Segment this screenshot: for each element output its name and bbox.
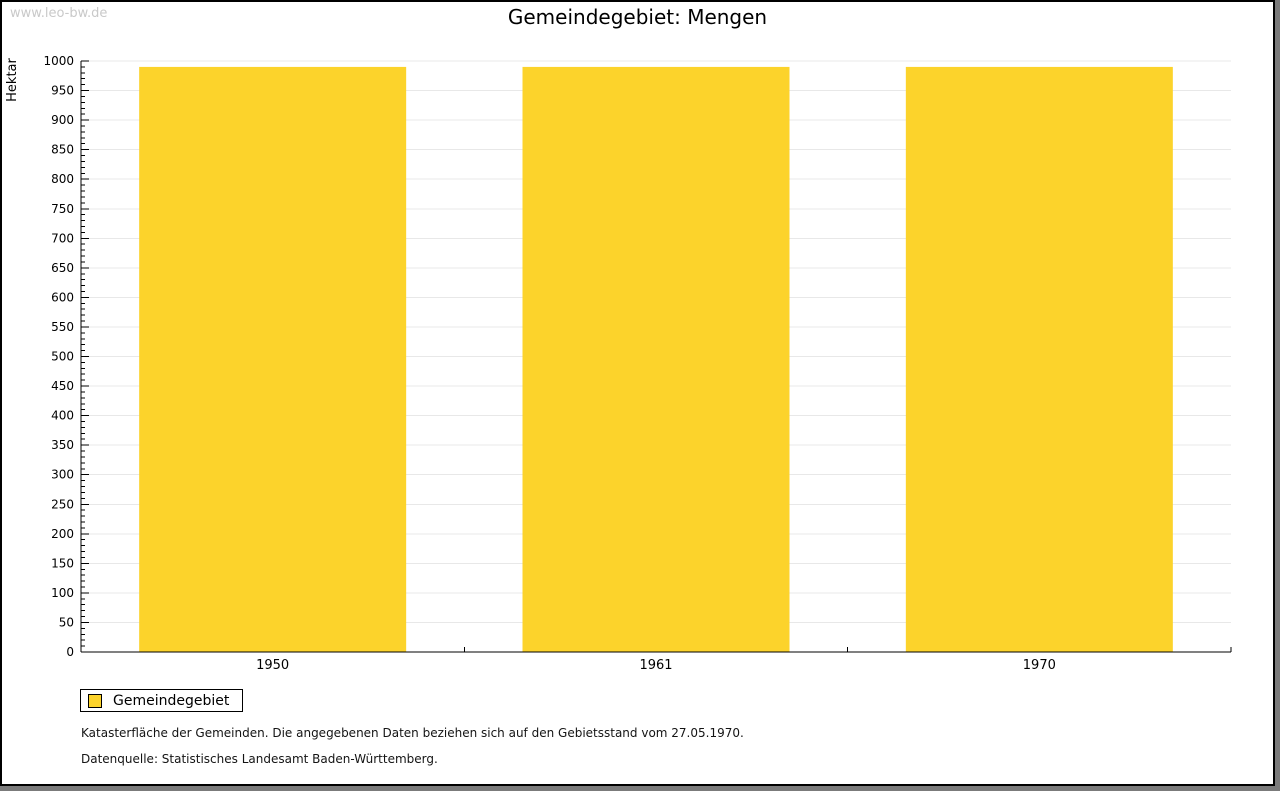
y-tick-label: 450 — [51, 379, 74, 393]
y-tick-label: 100 — [51, 586, 74, 600]
bar-1961 — [522, 66, 790, 652]
bar-1950 — [139, 66, 407, 652]
x-tick-label: 1970 — [1023, 658, 1056, 673]
y-tick-label: 0 — [66, 645, 74, 659]
y-tick-label: 600 — [51, 290, 74, 304]
watermark: www.leo-bw.de — [10, 6, 108, 21]
legend-label: Gemeindegebiet — [113, 692, 230, 709]
y-tick-label: 200 — [51, 527, 74, 541]
caption-line-2: Datenquelle: Statistisches Landesamt Bad… — [81, 752, 438, 766]
y-tick-label: 550 — [51, 320, 74, 334]
x-tick-label: 1950 — [256, 658, 289, 673]
y-tick-label: 400 — [51, 409, 74, 423]
y-tick-label: 250 — [51, 497, 74, 511]
x-tick-label: 1961 — [639, 658, 672, 673]
y-tick-label: 800 — [51, 172, 74, 186]
y-tick-label: 900 — [51, 113, 74, 127]
y-tick-label: 350 — [51, 438, 74, 452]
caption-line-1: Katasterfläche der Gemeinden. Die angege… — [81, 726, 744, 740]
y-tick-label: 50 — [59, 615, 74, 629]
y-tick-label: 650 — [51, 261, 74, 275]
bar-1970 — [905, 66, 1173, 652]
y-tick-label: 500 — [51, 350, 74, 364]
y-tick-label: 950 — [51, 84, 74, 98]
y-tick-label: 750 — [51, 202, 74, 216]
y-tick-label: 150 — [51, 556, 74, 570]
legend-swatch — [88, 693, 102, 708]
bar-chart: 0 50 100 150 200 250 300 350 400 450 500 550 600 650 7… — [5, 54, 1232, 673]
y-tick-label: 850 — [51, 143, 74, 157]
legend: Gemeindegebiet — [80, 689, 244, 712]
y-tick-label: 300 — [51, 468, 74, 482]
y-tick-label: 1000 — [43, 54, 74, 68]
y-axis-title: Hektar — [5, 57, 20, 101]
chart-title: Gemeindegebiet: Mengen — [507, 5, 768, 29]
y-tick-label: 700 — [51, 231, 74, 245]
